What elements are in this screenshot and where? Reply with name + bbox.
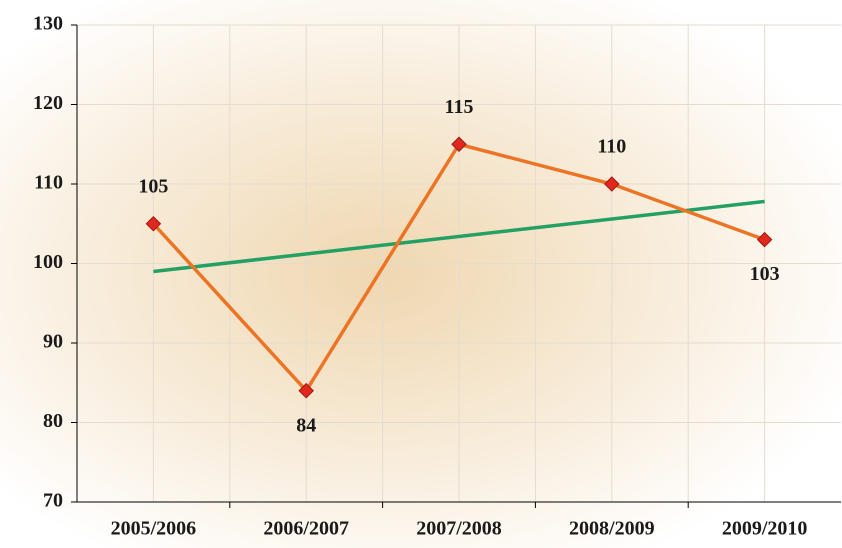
y-tick-label: 90 <box>43 331 63 353</box>
data-label: 84 <box>296 414 316 436</box>
y-tick-label: 70 <box>43 490 63 512</box>
data-label: 110 <box>597 136 626 158</box>
data-label: 103 <box>750 263 780 285</box>
y-tick-label: 130 <box>33 13 63 35</box>
marker <box>451 136 467 153</box>
marker <box>756 231 773 248</box>
x-tick-label: 2009/2010 <box>722 518 808 540</box>
y-tick-label: 120 <box>33 92 63 114</box>
data-label: 105 <box>138 175 168 197</box>
y-tick-label: 110 <box>34 172 63 194</box>
data-label: 115 <box>445 96 474 118</box>
x-tick-label: 2007/2008 <box>416 518 502 540</box>
y-tick-label: 80 <box>43 410 63 432</box>
marker <box>298 382 314 399</box>
x-tick-label: 2006/2007 <box>263 518 349 540</box>
marker <box>145 215 162 232</box>
x-tick-label: 2008/2009 <box>569 518 655 540</box>
x-tick-label: 2005/2006 <box>111 518 197 540</box>
y-tick-label: 100 <box>33 251 63 273</box>
trend-line <box>153 199 765 274</box>
marker <box>604 176 620 192</box>
